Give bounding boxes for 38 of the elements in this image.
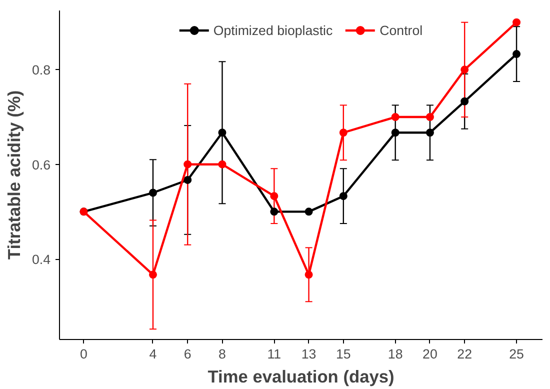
x-tick-label: 6 xyxy=(184,346,192,362)
x-tick-label: 18 xyxy=(388,346,403,362)
y-tick-label: 0.6 xyxy=(32,157,51,172)
point xyxy=(304,208,313,216)
point xyxy=(184,176,192,184)
x-tick-label: 25 xyxy=(509,346,524,362)
point xyxy=(460,97,469,106)
point xyxy=(426,113,434,122)
x-tick-label: 22 xyxy=(457,346,472,362)
x-tick-label: 15 xyxy=(336,346,351,362)
point xyxy=(460,66,469,74)
x-tick-label: 8 xyxy=(218,346,226,362)
point xyxy=(218,160,226,168)
x-tick-label: 4 xyxy=(149,346,158,362)
x-tick-label: 0 xyxy=(80,346,88,362)
point xyxy=(391,128,400,137)
point xyxy=(512,50,521,58)
point xyxy=(391,113,400,122)
point xyxy=(218,128,226,137)
point xyxy=(148,270,157,279)
point xyxy=(512,18,521,26)
x-tick-label: 11 xyxy=(267,346,282,362)
point xyxy=(339,192,348,200)
point xyxy=(339,128,348,137)
point xyxy=(270,208,278,216)
y-tick-label: 0.4 xyxy=(32,252,52,268)
x-axis-title: Time evaluation (days) xyxy=(208,366,394,386)
point xyxy=(426,128,434,137)
x-tick-label: 13 xyxy=(301,346,316,362)
point xyxy=(148,188,157,197)
point xyxy=(304,270,313,279)
legend-label: Optimized bioplastic xyxy=(213,22,333,38)
y-tick-label: 0.8 xyxy=(32,62,51,78)
legend-label: Control xyxy=(380,22,423,38)
point xyxy=(184,160,192,168)
point xyxy=(270,192,278,200)
y-axis-title: Titratable acidity (%) xyxy=(4,90,24,260)
x-tick-label: 20 xyxy=(422,346,438,362)
